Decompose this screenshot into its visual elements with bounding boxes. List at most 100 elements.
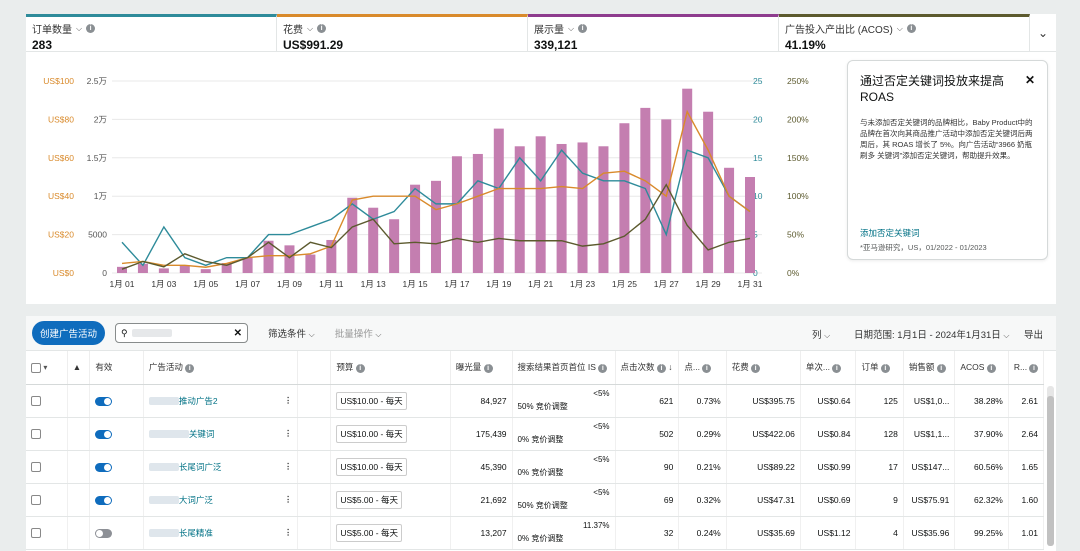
row-enabled-cell[interactable]	[89, 384, 144, 418]
col-ctr[interactable]: 点... i	[678, 351, 727, 385]
row-budget-cell[interactable]: US$5.00 - 每天	[330, 516, 451, 550]
enabled-toggle[interactable]	[95, 528, 113, 538]
create-campaign-button[interactable]: 创建广告活动	[32, 321, 106, 345]
col-sales[interactable]: 销售额 i	[903, 351, 956, 385]
table-row[interactable]: 关键词 ⋮ US$10.00 - 每天 175,439 <5% 0% 竞价调整 502 0.2…	[26, 417, 1045, 451]
info-icon[interactable]: i	[702, 364, 712, 374]
budget-input[interactable]: US$5.00 - 每天	[336, 523, 402, 542]
budget-input[interactable]: US$10.00 - 每天	[336, 391, 407, 410]
filter-button[interactable]: 筛选条件 ⌵	[268, 326, 315, 340]
enabled-toggle[interactable]	[95, 462, 113, 472]
campaign-name-link[interactable]: 推动广告2	[178, 395, 218, 406]
row-budget-cell[interactable]: US$10.00 - 每天	[330, 417, 451, 451]
col-acos[interactable]: ACOS i	[954, 351, 1009, 385]
table-row[interactable]: 长尾词广泛 ⋮ US$10.00 - 每天 45,390 <5% 0% 竞价调整 90 0.2…	[26, 450, 1045, 484]
select-all-checkbox[interactable]	[31, 362, 41, 373]
info-icon[interactable]: i	[906, 24, 916, 33]
info-icon[interactable]: i	[355, 364, 365, 374]
table-row[interactable]: 长尾精准 ⋮ US$5.00 - 每天 13,207 11.37% 0% 竞价调整 32 0.…	[26, 516, 1045, 550]
more-options-icon[interactable]: ⋮	[283, 394, 293, 405]
enabled-toggle[interactable]	[95, 429, 113, 439]
info-icon[interactable]: i	[598, 364, 608, 374]
chevron-down-icon[interactable]: ⌵	[568, 23, 575, 33]
enabled-toggle[interactable]	[95, 396, 113, 406]
chevron-down-icon[interactable]: ⌵	[896, 23, 903, 33]
row-enabled-cell[interactable]	[89, 483, 144, 517]
info-icon[interactable]: i	[483, 364, 493, 374]
search-input[interactable]: ⚲ ✕	[115, 323, 249, 343]
budget-input[interactable]: US$10.00 - 每天	[336, 424, 407, 443]
row-campaign-cell[interactable]: 长尾词广泛 ⋮	[143, 450, 299, 484]
info-icon[interactable]: i	[832, 364, 842, 374]
row-select-cell[interactable]	[26, 483, 68, 517]
metric-spend[interactable]: 花费 ⌵ i US$991.29	[277, 14, 528, 52]
select-all-header[interactable]: ▾	[26, 351, 68, 385]
info-icon[interactable]: i	[986, 363, 996, 373]
col-orders[interactable]: 订单 i	[855, 351, 904, 385]
campaign-name-link[interactable]: 长尾精准	[178, 527, 213, 538]
table-row[interactable]: 大词广泛 ⋮ US$5.00 - 每天 21,692 <5% 50% 竞价调整 69 0.32…	[26, 483, 1045, 517]
row-checkbox[interactable]	[31, 527, 41, 538]
col-impressions[interactable]: 曝光量 i	[450, 351, 513, 385]
enabled-toggle[interactable]	[95, 495, 113, 505]
col-enabled[interactable]: 有效	[89, 351, 144, 385]
col-top-of-search-is[interactable]: 搜索结果首页首位 IS i	[512, 351, 616, 385]
metric-acos[interactable]: 广告投入产出比 (ACOS) ⌵ i 41.19%	[779, 14, 1030, 52]
more-options-icon[interactable]: ⋮	[283, 460, 293, 471]
campaign-name-link[interactable]: 关键词	[188, 428, 215, 439]
row-campaign-cell[interactable]: 关键词 ⋮	[143, 417, 299, 451]
col-campaign[interactable]: 广告活动 i	[143, 351, 299, 385]
row-select-cell[interactable]	[26, 516, 68, 550]
row-campaign-cell[interactable]: 推动广告2 ⋮	[143, 384, 299, 418]
row-bid-adjust[interactable]: 0% 竞价调整	[517, 468, 564, 477]
row-enabled-cell[interactable]	[89, 516, 144, 550]
col-spend[interactable]: 花费 i	[726, 351, 801, 385]
metric-impressions[interactable]: 展示量 ⌵ i 339,121	[528, 14, 779, 52]
row-enabled-cell[interactable]	[89, 450, 144, 484]
sort-desc-icon[interactable]: ↓	[668, 362, 673, 373]
row-bid-adjust[interactable]: 0% 竞价调整	[517, 534, 564, 543]
row-select-cell[interactable]	[26, 417, 68, 451]
info-icon[interactable]: i	[185, 364, 195, 374]
chevron-down-icon[interactable]: ⌵	[76, 23, 83, 33]
more-options-icon[interactable]: ⋮	[283, 493, 293, 504]
row-campaign-cell[interactable]: 长尾精准 ⋮	[143, 516, 299, 550]
chevron-down-icon[interactable]: ▾	[43, 362, 48, 372]
columns-button[interactable]: 列 ⌵	[812, 327, 830, 341]
row-bid-adjust[interactable]: 0% 竞价调整	[517, 435, 564, 444]
info-icon[interactable]: i	[751, 364, 761, 374]
date-range-button[interactable]: 日期范围: 1月1日 - 2024年1月31日 ⌵	[854, 327, 1010, 341]
row-budget-cell[interactable]: US$10.00 - 每天	[330, 450, 451, 484]
row-select-cell[interactable]	[26, 384, 68, 418]
info-icon[interactable]: i	[317, 24, 327, 33]
col-roas[interactable]: R... i	[1008, 351, 1045, 385]
chevron-down-icon[interactable]: ⌵	[307, 23, 314, 33]
row-checkbox[interactable]	[31, 395, 41, 406]
row-budget-cell[interactable]: US$5.00 - 每天	[330, 483, 451, 517]
col-cpc[interactable]: 单次... i	[800, 351, 857, 385]
row-enabled-cell[interactable]	[89, 417, 144, 451]
budget-input[interactable]: US$10.00 - 每天	[336, 457, 407, 476]
row-campaign-cell[interactable]: 大词广泛 ⋮	[143, 483, 299, 517]
campaign-name-link[interactable]: 大词广泛	[178, 494, 213, 505]
col-budget[interactable]: 预算 i	[330, 351, 451, 385]
info-icon[interactable]: i	[656, 364, 666, 374]
expand-metrics-chevron-icon[interactable]: ⌄	[1037, 25, 1049, 40]
campaign-name-link[interactable]: 长尾词广泛	[178, 461, 222, 472]
row-checkbox[interactable]	[31, 461, 41, 472]
info-icon[interactable]: i	[880, 364, 890, 374]
table-row[interactable]: 推动广告2 ⋮ US$10.00 - 每天 84,927 <5% 50% 竞价调整 621 0…	[26, 384, 1045, 418]
clear-search-icon[interactable]: ✕	[233, 327, 243, 339]
table-scrollbar[interactable]	[1047, 386, 1054, 546]
col-clicks[interactable]: 点击次数 i ↓	[615, 351, 680, 385]
info-icon[interactable]: i	[936, 364, 946, 374]
info-icon[interactable]: i	[578, 24, 588, 33]
metric-orders[interactable]: 订单数量 ⌵ i 283	[26, 14, 277, 52]
row-budget-cell[interactable]: US$10.00 - 每天	[330, 384, 451, 418]
info-icon[interactable]: i	[1029, 363, 1039, 373]
more-options-icon[interactable]: ⋮	[283, 427, 293, 438]
row-checkbox[interactable]	[31, 428, 41, 439]
add-negative-keywords-link[interactable]: 添加否定关键词	[860, 228, 920, 238]
row-select-cell[interactable]	[26, 450, 68, 484]
budget-input[interactable]: US$5.00 - 每天	[336, 490, 402, 509]
